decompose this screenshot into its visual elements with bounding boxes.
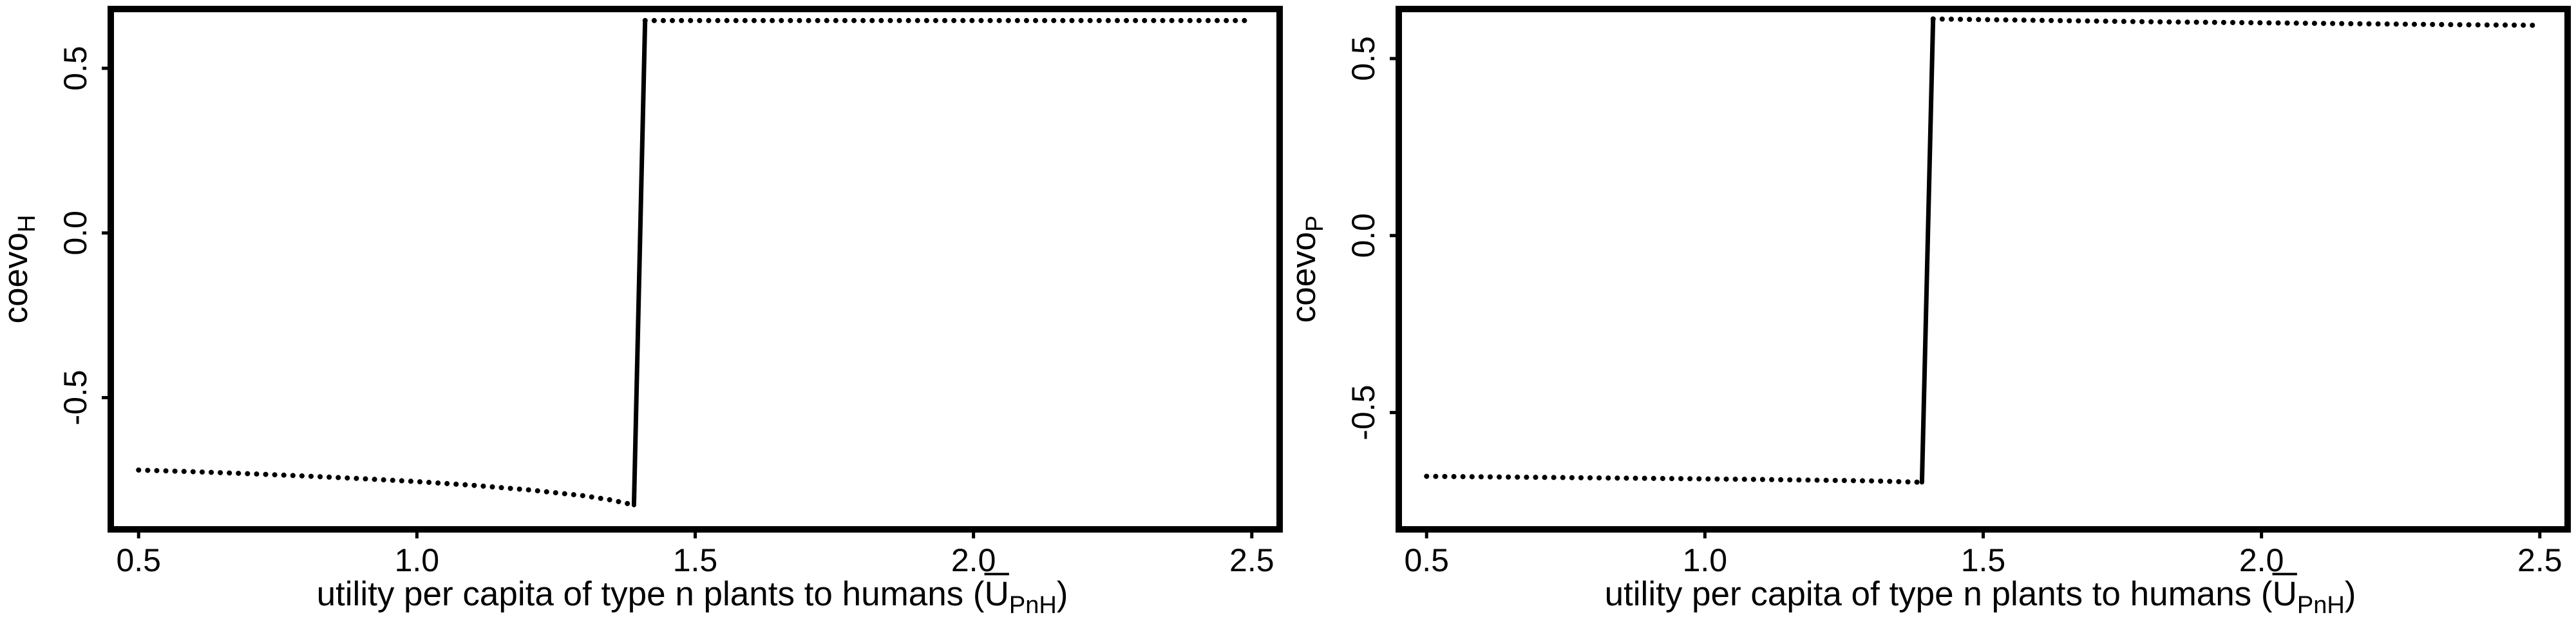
y-tick-label: -0.5: [1345, 385, 1381, 440]
plot-frame-left: [108, 6, 1283, 533]
x-tick-label: 2.0: [2239, 542, 2284, 578]
y-tick-label: -0.5: [57, 370, 93, 425]
data-series-solid-1: [631, 18, 648, 507]
data-series-dotted-0: [136, 467, 637, 508]
x-axis-label-left: utility per capita of type n plants to h…: [317, 575, 1068, 619]
x-tick-label: 1.5: [1961, 542, 2006, 578]
y-axis-left: -0.5 0.0 0.5: [57, 46, 111, 426]
y-tick-label: 0.5: [1345, 36, 1381, 81]
x-tick-label: 1.0: [1683, 542, 1728, 578]
plot-frame-right: [1396, 6, 2571, 533]
x-axis-left: 0.5 1.0 1.5 2.0 2.5: [116, 529, 1274, 578]
data-series-dotted-2: [1930, 16, 2543, 28]
y-axis-label-left: coevoH: [0, 215, 41, 324]
x-tick-label: 0.5: [1404, 542, 1449, 578]
x-tick-label: 2.0: [951, 542, 996, 578]
y-axis-label-right: coevoP: [1285, 216, 1329, 323]
x-axis-label-symbol: U: [2273, 575, 2297, 613]
plot-marks-left: [136, 17, 1255, 508]
data-series-dotted-0: [1424, 473, 1925, 485]
x-tick-label: 0.5: [116, 542, 161, 578]
y-tick-label: 0.5: [57, 46, 93, 91]
chart-panel-coevo-p: 0.5 1.0 1.5 2.0 2.5 -0.5 0.0 0.5 coevoP utilit…: [1285, 6, 2571, 619]
y-axis-right: -0.5 0.0 0.5: [1345, 36, 1399, 440]
y-tick-label: 0.0: [1345, 213, 1381, 258]
x-axis-label-right: utility per capita of type n plants to h…: [1605, 575, 2356, 619]
x-tick-label: 1.5: [673, 542, 718, 578]
x-tick-label: 1.0: [395, 542, 440, 578]
data-series-solid-1: [1919, 16, 1936, 485]
plot-marks-right: [1424, 16, 2543, 485]
x-tick-label: 2.5: [2517, 542, 2562, 578]
y-tick-label: 0.0: [57, 211, 93, 256]
x-axis-label-symbol: U: [985, 575, 1009, 613]
x-axis-right: 0.5 1.0 1.5 2.0 2.5: [1404, 529, 2562, 578]
x-tick-label: 2.5: [1229, 542, 1274, 578]
chart-panel-coevo-h: 0.5 1.0 1.5 2.0 2.5 -0.5 0.0 0.5 coevoH utilit…: [0, 6, 1283, 619]
